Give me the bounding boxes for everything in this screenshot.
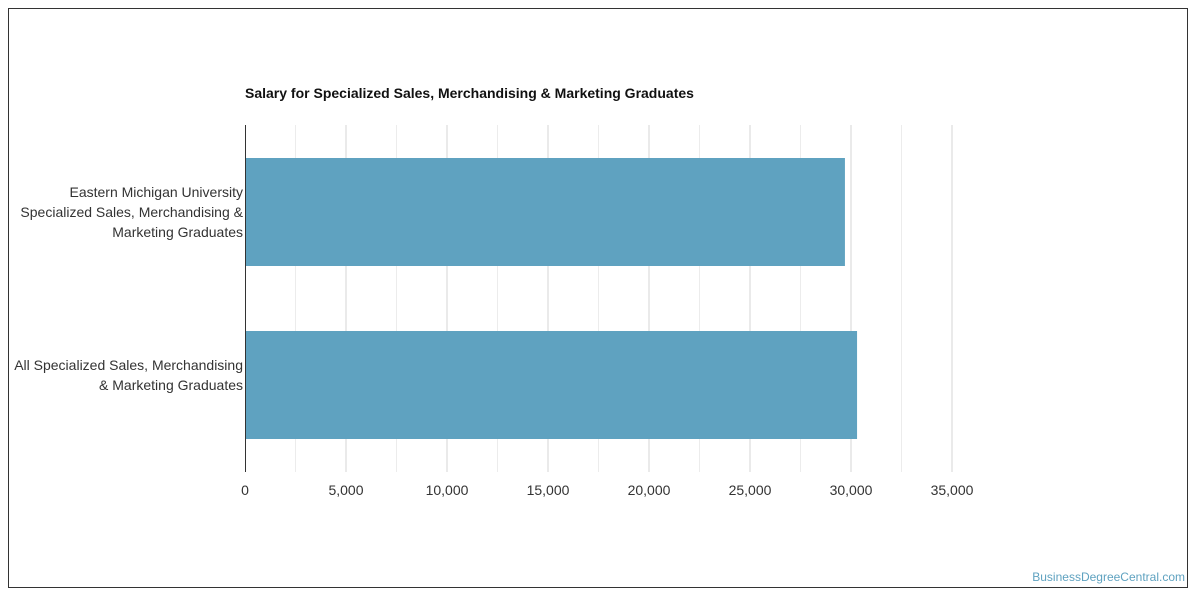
watermark-link[interactable]: BusinessDegreeCentral.com [1032, 570, 1185, 584]
x-tick-label: 0 [241, 482, 249, 498]
x-tick-label: 35,000 [931, 482, 974, 498]
x-tick-label: 10,000 [426, 482, 469, 498]
x-tick-label: 5,000 [328, 482, 363, 498]
chart-title: Salary for Specialized Sales, Merchandis… [245, 85, 694, 101]
category-label-eastern-michigan: Eastern Michigan University Specialized … [20, 184, 243, 240]
x-tick-label: 25,000 [729, 482, 772, 498]
x-tick-label: 15,000 [527, 482, 570, 498]
category-label-all-graduates: All Specialized Sales, Merchandising & M… [14, 357, 243, 393]
x-tick-label: 20,000 [628, 482, 671, 498]
x-tick-label: 30,000 [830, 482, 873, 498]
bar-0 [245, 158, 845, 266]
bar-1 [245, 331, 858, 439]
